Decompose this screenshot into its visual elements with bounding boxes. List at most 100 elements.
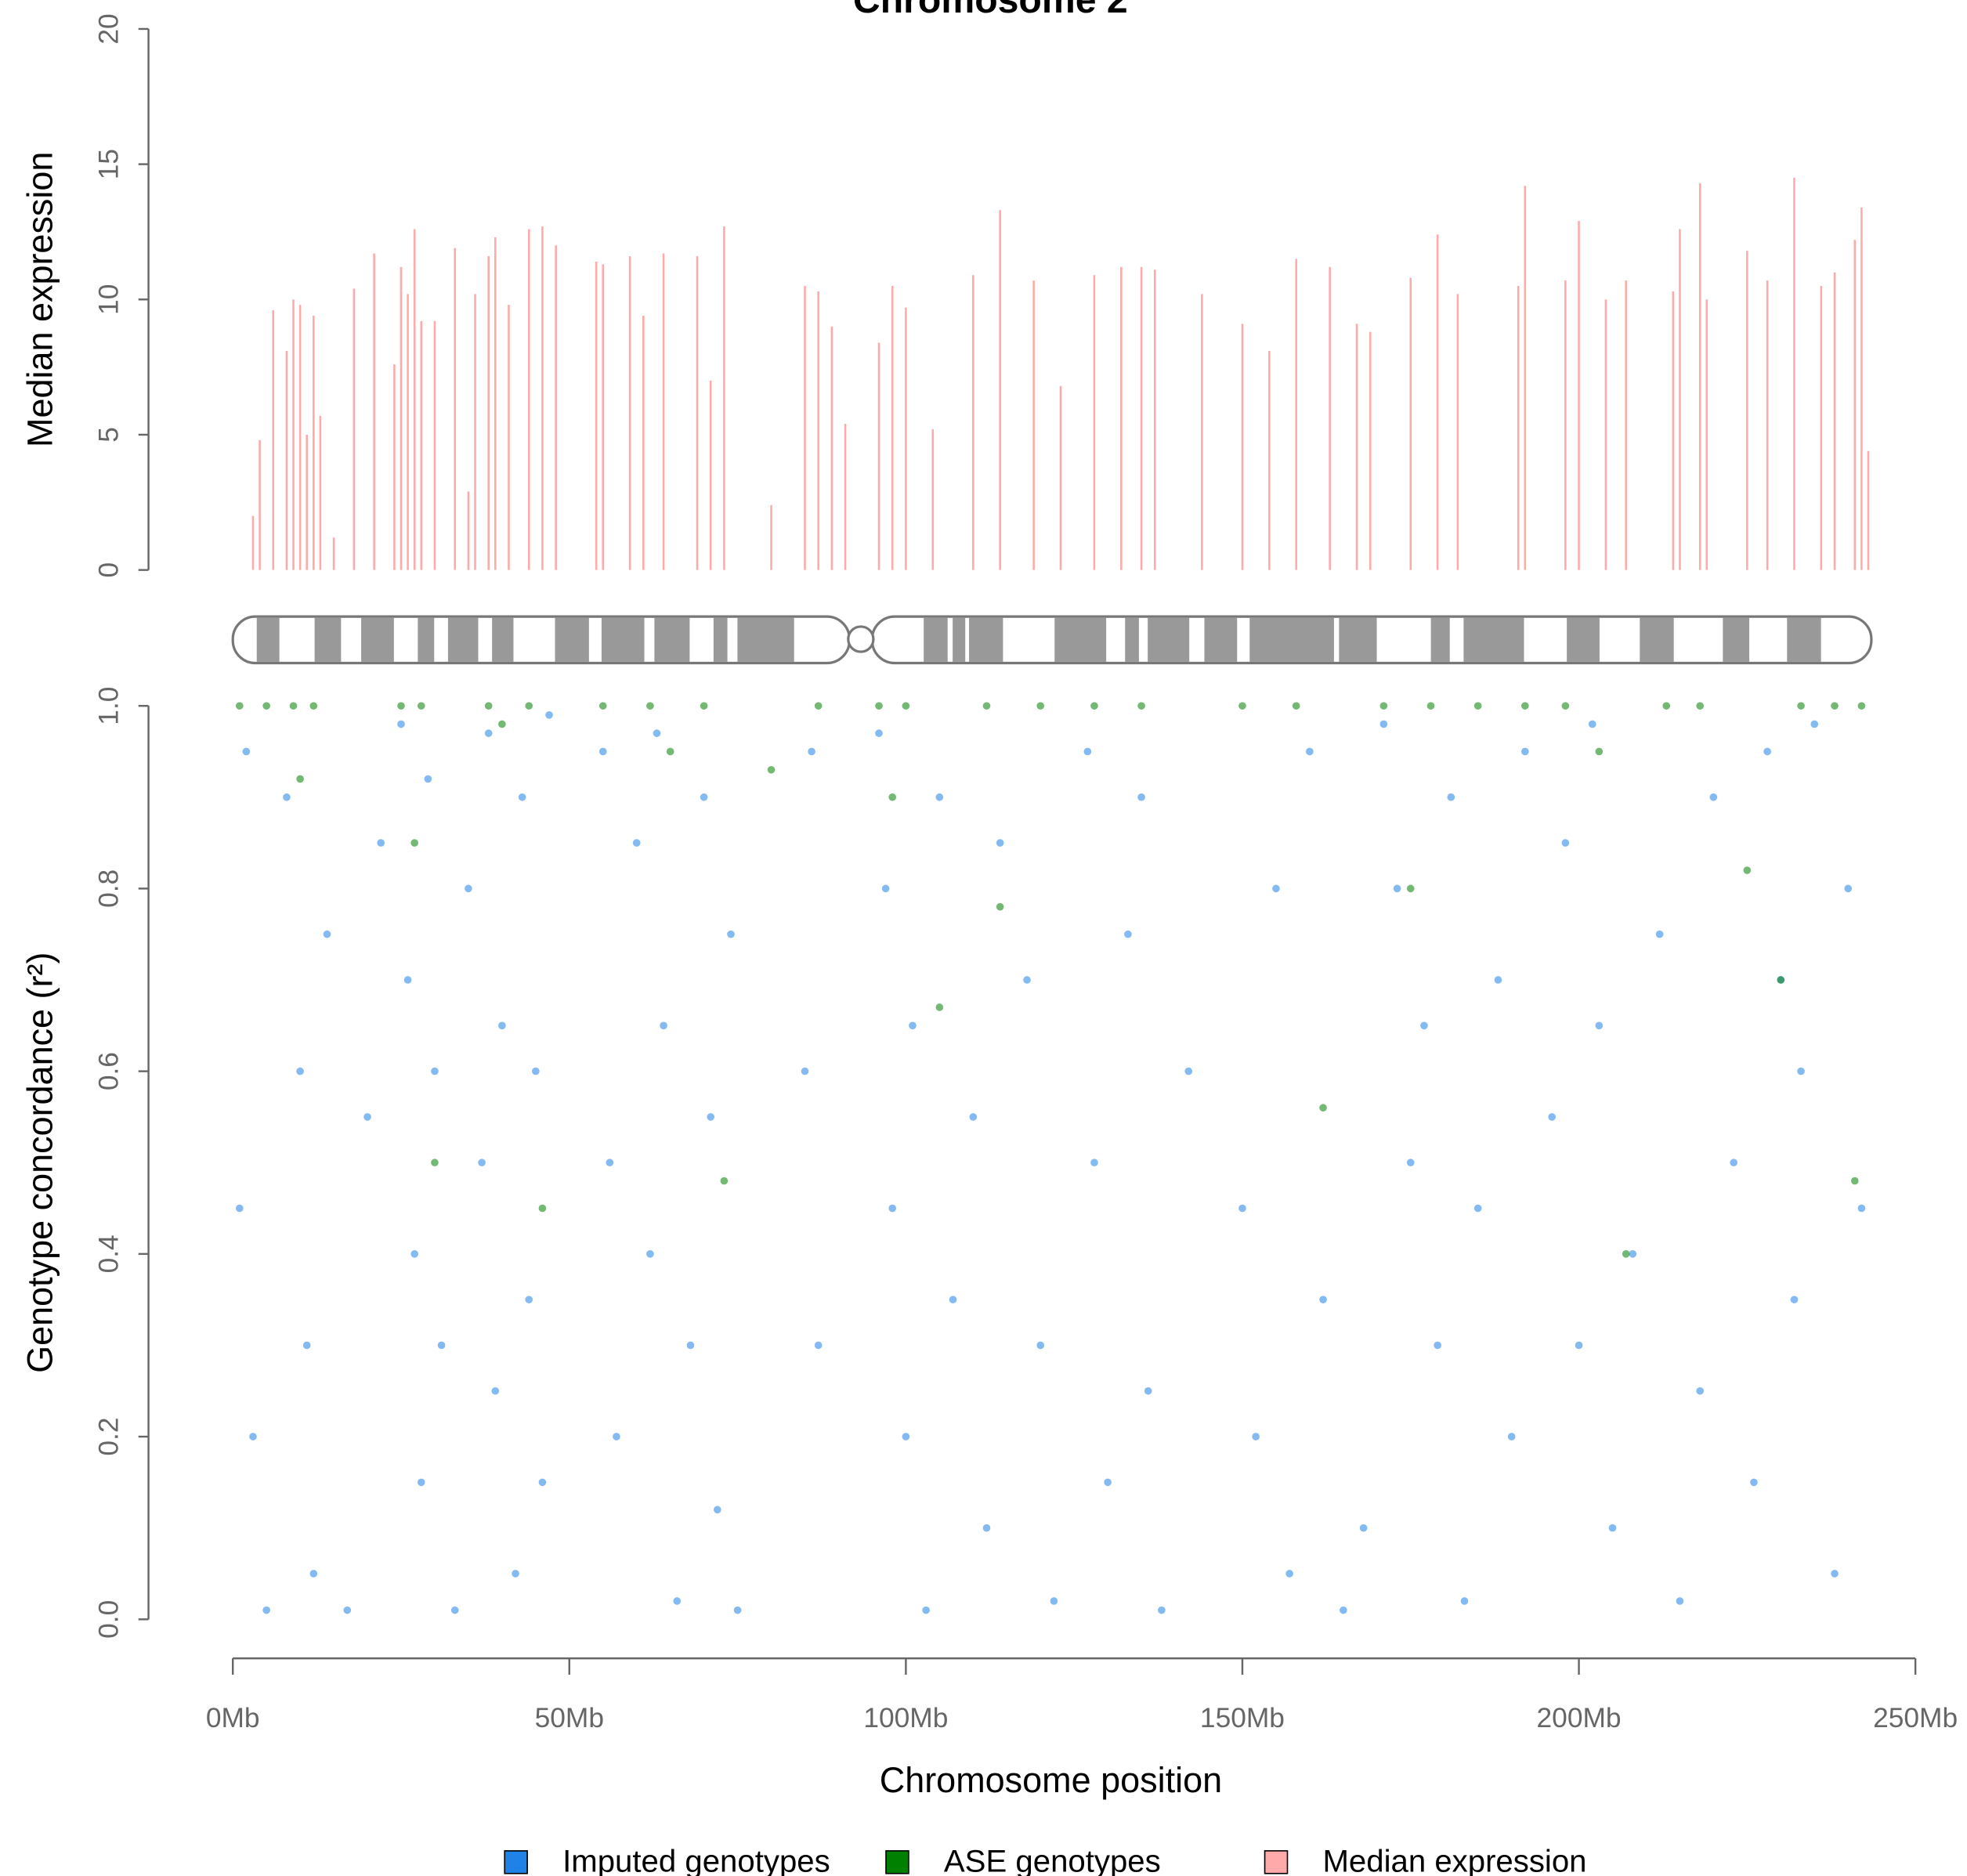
y-tick-label: 20 <box>94 13 125 44</box>
bar <box>407 294 409 570</box>
bar <box>1672 291 1675 570</box>
ideogram-band <box>555 617 589 662</box>
point <box>1306 747 1314 756</box>
bar <box>1201 294 1203 570</box>
point <box>1844 884 1853 893</box>
ideogram-band <box>1640 617 1674 662</box>
point <box>1340 1606 1347 1614</box>
bar <box>508 305 510 570</box>
bar <box>770 504 772 570</box>
point <box>1777 976 1785 984</box>
point <box>1393 884 1401 893</box>
point <box>1319 1296 1327 1303</box>
point <box>1238 1204 1246 1213</box>
bar <box>527 229 530 570</box>
point <box>1252 1433 1260 1440</box>
bar <box>972 275 974 570</box>
point <box>296 775 304 783</box>
point <box>465 884 472 893</box>
y-axis-label: Genotype concordance (r²) <box>20 952 60 1373</box>
bar <box>454 248 457 570</box>
point <box>403 976 412 984</box>
point <box>700 793 708 801</box>
point <box>377 839 385 847</box>
ideogram-band <box>314 617 342 662</box>
point <box>1588 720 1596 728</box>
bar <box>1625 280 1627 570</box>
point <box>660 1021 667 1030</box>
point <box>1629 1250 1637 1258</box>
bar <box>285 350 288 570</box>
legend-label: Median expression <box>1322 1844 1586 1876</box>
point <box>397 720 405 728</box>
bar <box>1329 266 1331 570</box>
bar <box>1456 294 1459 570</box>
point <box>525 702 533 710</box>
x-tick-label: 100Mb <box>863 1703 948 1733</box>
point <box>996 902 1004 911</box>
point <box>498 1021 506 1030</box>
point <box>1494 976 1502 984</box>
point <box>598 747 607 756</box>
bar <box>1705 299 1708 570</box>
point <box>484 729 493 737</box>
point <box>417 702 425 710</box>
x-tick-label: 250Mb <box>1873 1703 1958 1733</box>
ideogram-band <box>924 617 948 662</box>
point <box>1595 747 1604 756</box>
point <box>1285 1570 1293 1578</box>
point <box>814 1341 823 1350</box>
x-tick-label: 50Mb <box>535 1703 604 1733</box>
y-tick-label: 0.2 <box>94 1418 125 1456</box>
point <box>1420 1021 1428 1030</box>
bar <box>313 316 315 570</box>
point <box>309 702 318 710</box>
bar <box>696 256 699 570</box>
bar <box>1153 269 1156 570</box>
point <box>1036 702 1045 710</box>
bar <box>595 261 598 570</box>
point <box>1319 1104 1327 1112</box>
bar <box>1120 266 1123 570</box>
point <box>700 702 708 710</box>
bar <box>1268 350 1271 570</box>
bar <box>1833 272 1836 570</box>
point <box>888 793 897 801</box>
x-tick-label: 0Mb <box>206 1703 260 1733</box>
point <box>1696 1386 1705 1395</box>
point <box>808 747 815 756</box>
point <box>512 1570 519 1578</box>
bar <box>628 256 631 570</box>
point <box>1857 1204 1866 1213</box>
point <box>1676 1597 1684 1605</box>
point <box>1460 1597 1469 1605</box>
point <box>1144 1386 1152 1395</box>
point <box>1184 1067 1193 1075</box>
point <box>733 1606 742 1614</box>
point <box>424 775 432 783</box>
bar <box>1517 286 1520 570</box>
bar <box>844 424 847 570</box>
point <box>323 930 331 938</box>
x-tick-label: 200Mb <box>1537 1703 1622 1733</box>
point <box>1797 1067 1805 1075</box>
bar <box>555 245 557 570</box>
point <box>902 702 910 710</box>
point <box>1359 1524 1368 1532</box>
point <box>881 884 890 893</box>
chart-title: Chromosome 2 <box>853 0 1128 21</box>
point <box>1124 930 1132 938</box>
point <box>417 1478 425 1487</box>
ideogram-band <box>1787 617 1821 662</box>
y-tick-label: 15 <box>94 149 125 179</box>
x-tick-label: 150Mb <box>1200 1703 1285 1733</box>
bar <box>1369 331 1372 570</box>
point <box>431 1067 439 1075</box>
point <box>343 1606 352 1614</box>
point <box>1036 1341 1045 1350</box>
point <box>262 702 270 710</box>
y-tick-label: 0.4 <box>94 1234 125 1273</box>
point <box>1447 793 1455 801</box>
bar <box>830 326 833 570</box>
y-tick-label: 0 <box>94 562 125 578</box>
